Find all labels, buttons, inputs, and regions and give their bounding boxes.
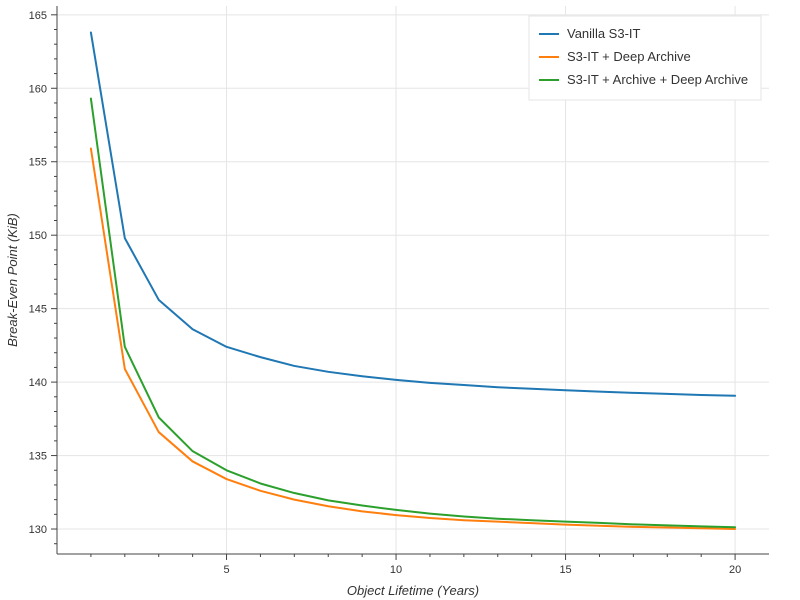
- x-tick-label: 15: [559, 564, 571, 576]
- legend: Vanilla S3-IT S3-IT + Deep Archive S3-IT +…: [528, 15, 762, 101]
- y-axis-title: Break-Even Point (KiB): [5, 213, 20, 347]
- y-tick-label: 150: [29, 230, 47, 242]
- x-axis-title: Object Lifetime (Years): [347, 583, 479, 598]
- x-tick-label: 10: [390, 564, 402, 576]
- axes: 5 10 15 20 130 135 140 145 150 155 160 165: [29, 6, 769, 576]
- series-line: [89, 97, 737, 529]
- y-tick-label: 130: [29, 524, 47, 536]
- legend-label: S3-IT + Deep Archive: [567, 49, 691, 64]
- y-tick-label: 135: [29, 451, 47, 463]
- legend-box: [528, 15, 762, 101]
- y-tick-label: 155: [29, 157, 47, 169]
- series-line: [89, 31, 737, 397]
- y-tick-label: 145: [29, 304, 47, 316]
- y-tick-label: 160: [29, 83, 47, 95]
- y-tick-label: 165: [29, 10, 47, 22]
- y-tick-label: 140: [29, 377, 47, 389]
- legend-label: Vanilla S3-IT: [567, 26, 641, 41]
- series-line: [89, 147, 737, 531]
- x-tick-label: 5: [223, 564, 229, 576]
- axis-titles: Object Lifetime (Years) Break-Even Point…: [5, 213, 479, 598]
- legend-label: S3-IT + Archive + Deep Archive: [567, 72, 748, 87]
- series-lines: [89, 31, 737, 531]
- x-tick-label: 20: [729, 564, 741, 576]
